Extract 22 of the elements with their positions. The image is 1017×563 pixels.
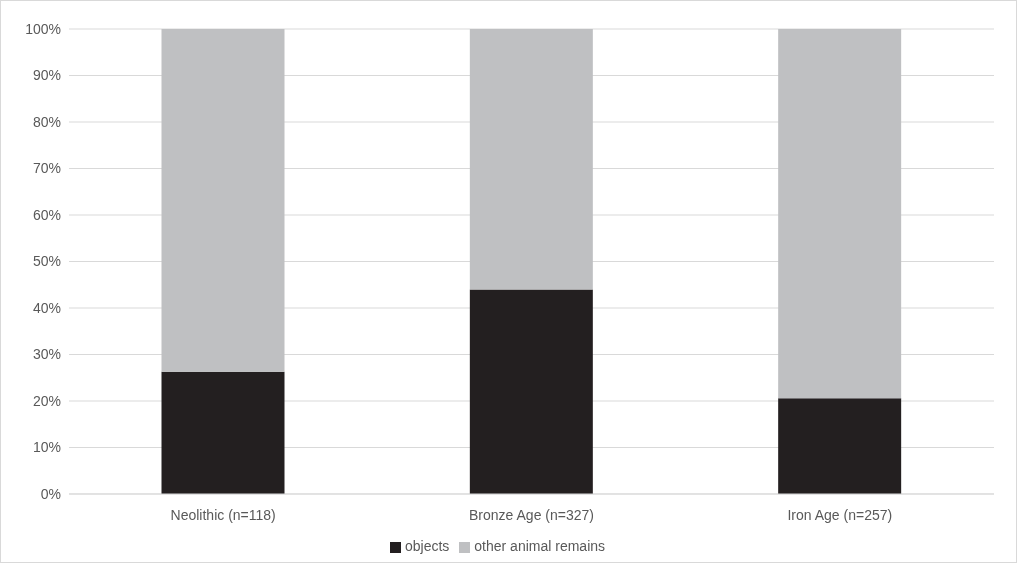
y-tick-label: 90%: [32, 67, 61, 84]
bar: [469, 29, 593, 290]
legend-label: objects: [404, 538, 450, 554]
y-tick-label: 50%: [32, 253, 61, 270]
x-tick-label: Bronze Age (n=327): [469, 506, 594, 523]
y-tick-label: 30%: [32, 346, 61, 363]
y-tick-label: 10%: [32, 439, 61, 456]
x-tick-label: Neolithic (n=118): [170, 506, 276, 523]
legend-label: other animal remains: [474, 538, 606, 554]
y-tick-label: 100%: [25, 20, 61, 37]
bar: [161, 371, 285, 494]
y-tick-label: 20%: [32, 392, 61, 409]
bar: [778, 29, 902, 399]
y-tick-label: 60%: [32, 206, 61, 223]
y-tick-label: 80%: [32, 113, 61, 130]
y-tick-label: 70%: [32, 160, 61, 177]
bar: [161, 29, 285, 372]
y-tick-label: 0%: [40, 485, 61, 502]
bar: [778, 398, 902, 494]
bar: [469, 289, 593, 494]
x-tick-label: Iron Age (n=257): [787, 506, 893, 523]
y-tick-label: 40%: [32, 299, 61, 316]
